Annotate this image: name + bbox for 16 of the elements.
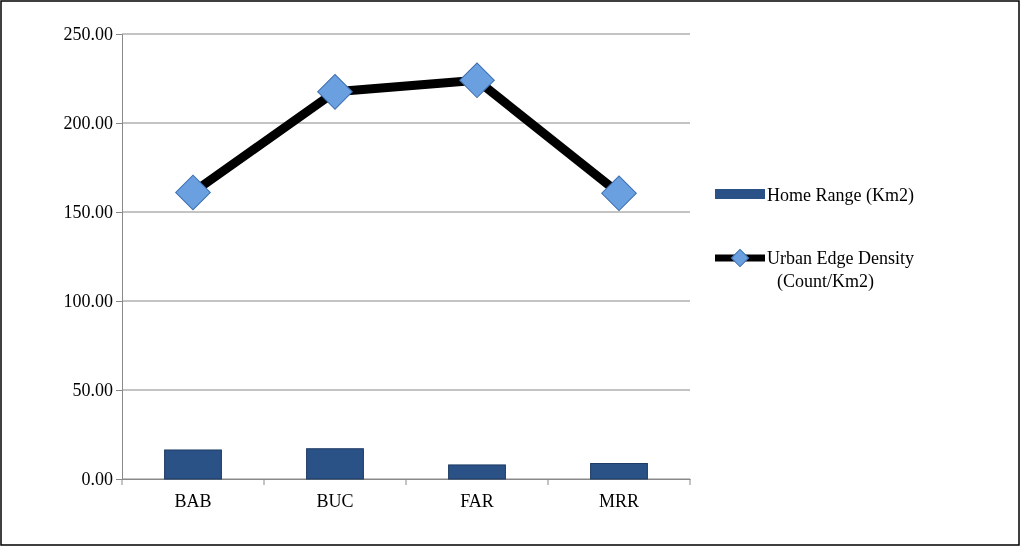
x-tick-label: BAB <box>174 491 212 512</box>
legend-label: Home Range (Km2) <box>767 185 914 206</box>
y-tick-label: 250.00 <box>63 24 113 45</box>
y-tick-label: 100.00 <box>63 291 113 312</box>
y-tick-label: 50.00 <box>72 380 113 401</box>
bar <box>590 463 648 480</box>
y-tick-label: 0.00 <box>81 469 113 490</box>
y-tick-label: 200.00 <box>63 113 113 134</box>
bar <box>164 449 222 480</box>
x-tick-label: MRR <box>598 491 640 512</box>
x-tick-label: BUC <box>316 491 354 512</box>
x-tick-label: FAR <box>460 491 494 512</box>
y-tick-label: 150.00 <box>63 202 113 223</box>
legend-label: Urban Edge Density (Count/Km2) <box>767 248 914 293</box>
bar <box>448 464 506 480</box>
bar <box>306 448 364 480</box>
